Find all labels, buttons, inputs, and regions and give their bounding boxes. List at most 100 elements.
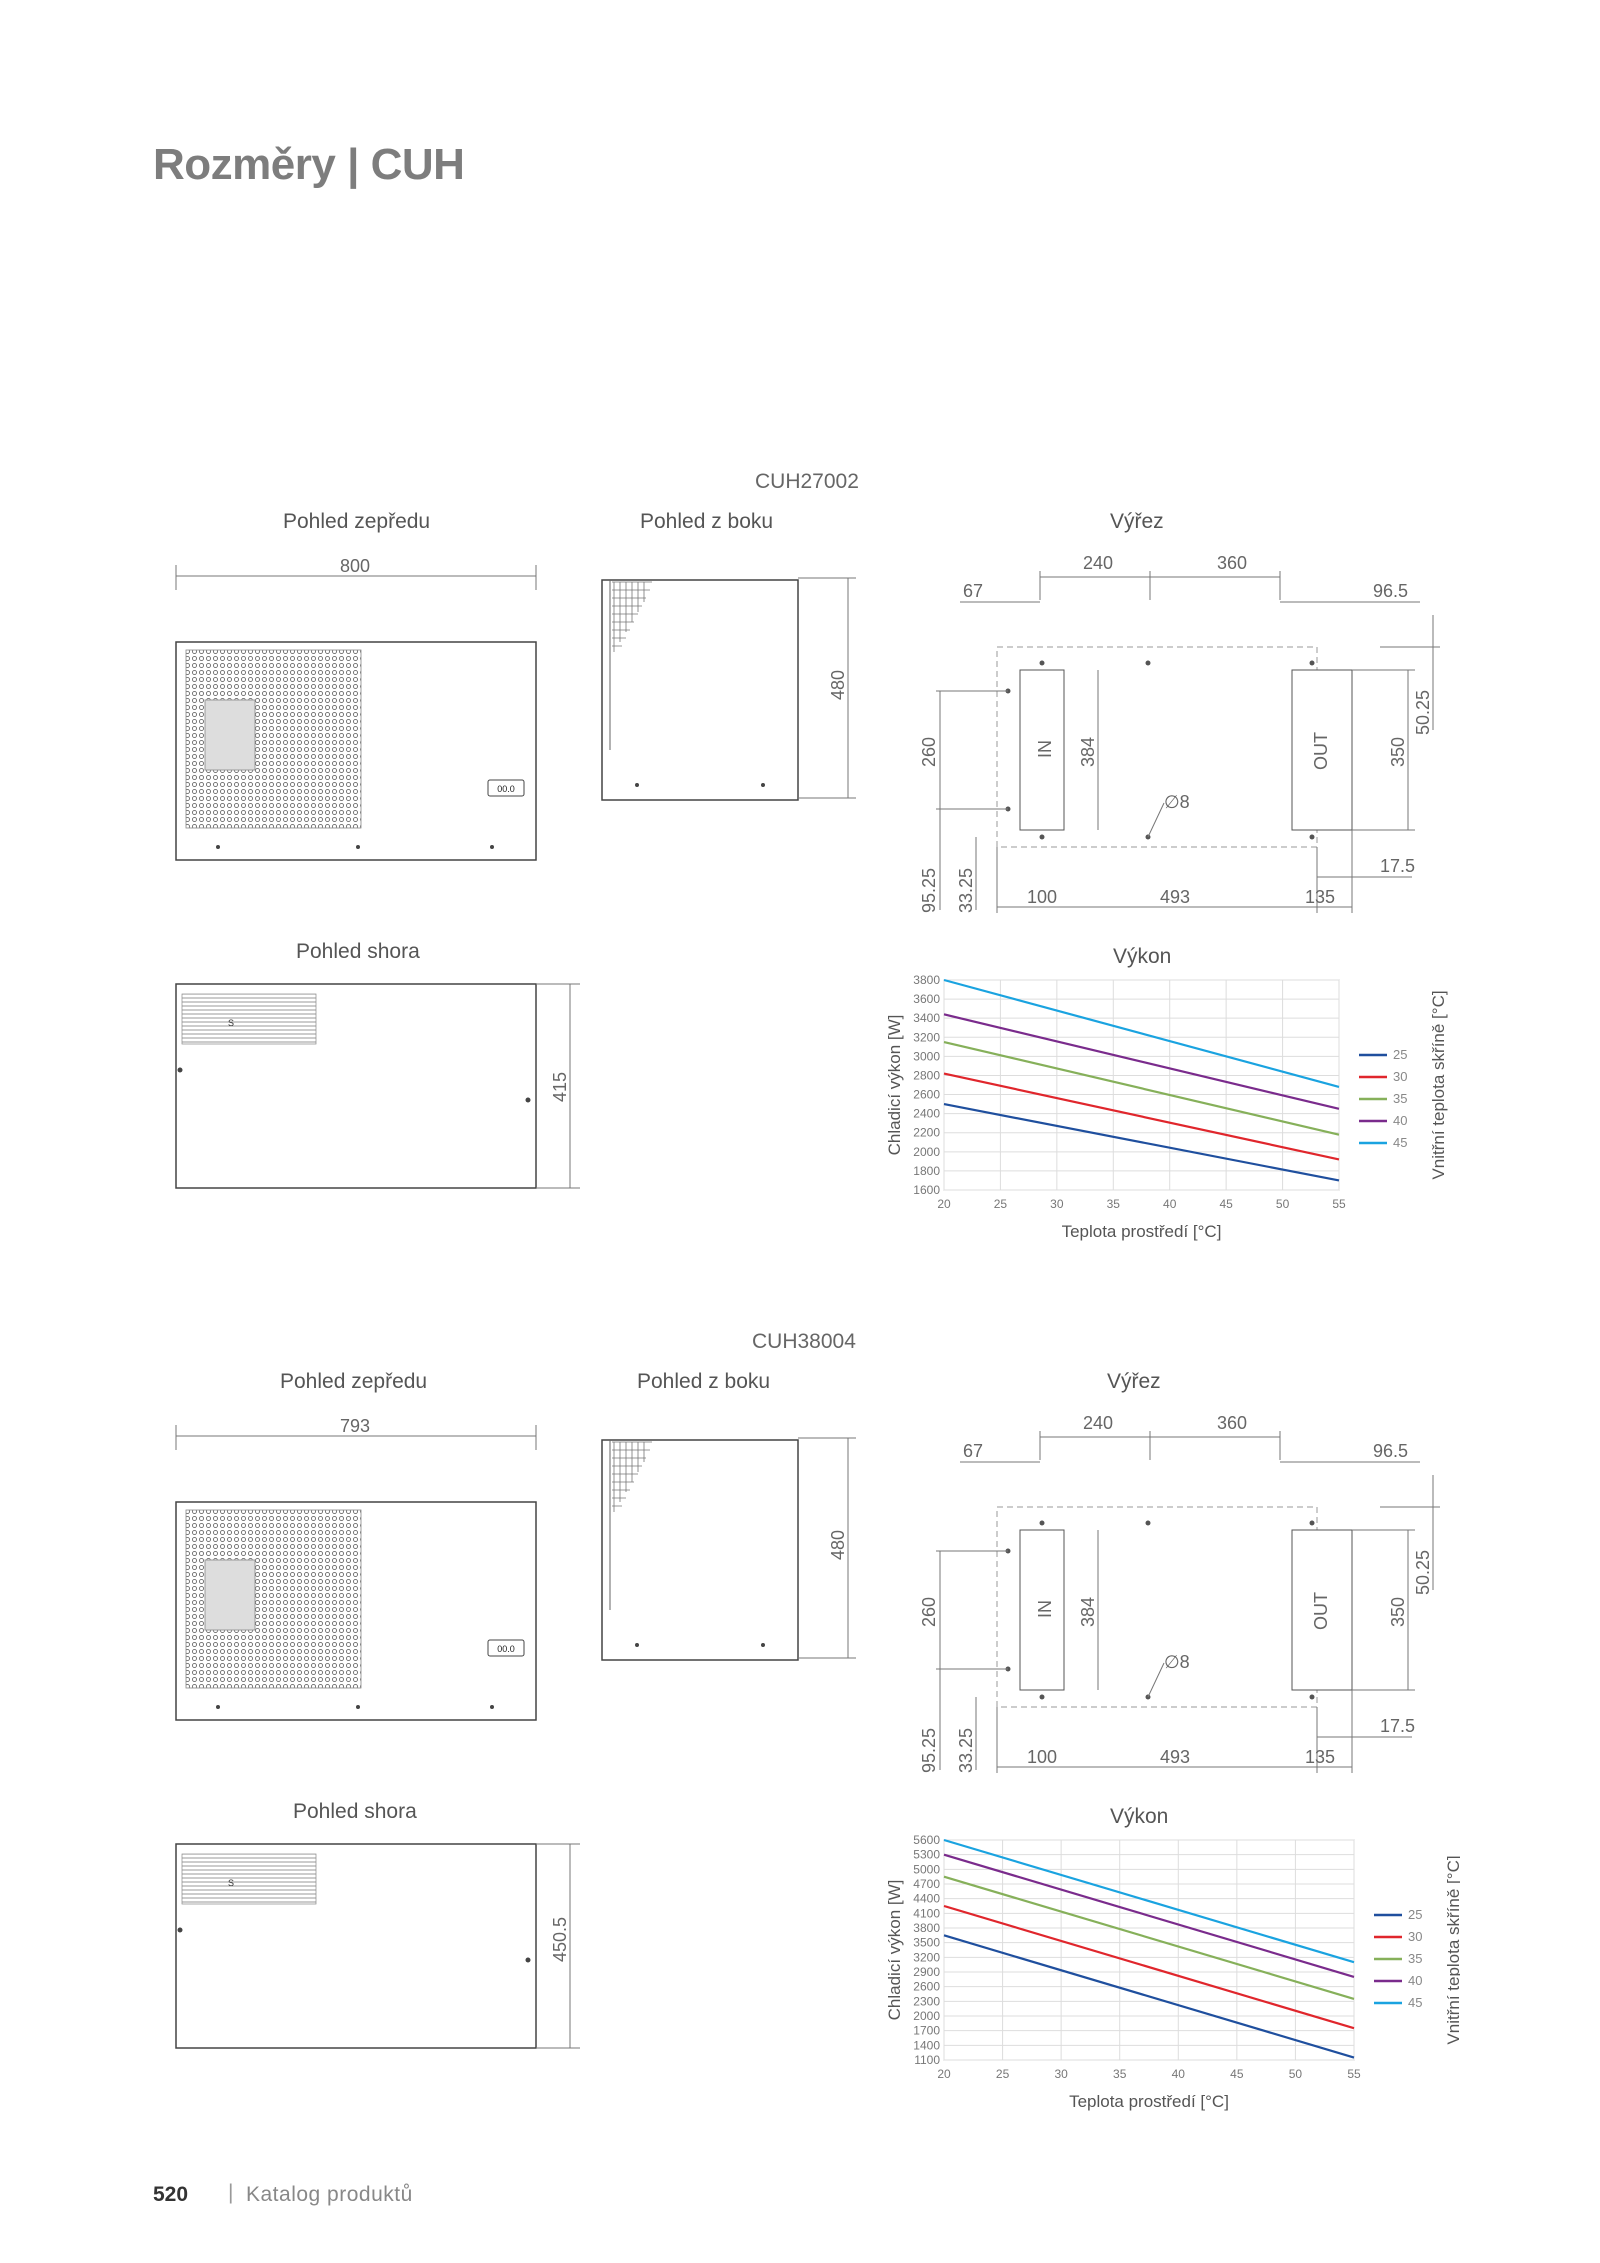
footer-text: Katalog produktů — [246, 2183, 413, 2206]
front-view-drawing: 793 00.0 — [175, 1416, 537, 1721]
cutout-dim-96-5: 96.5 — [1373, 1441, 1408, 1461]
front-view-label: Pohled zepředu — [280, 1370, 428, 1393]
cutout-dim-67: 67 — [963, 581, 983, 601]
y-tick-label: 2000 — [913, 2009, 940, 2023]
legend-entry-45: 45 — [1408, 1995, 1422, 2010]
performance-chart: 1600 1800 2000 2200 2400 2600 2800 3000 3200 3400… — [885, 973, 1448, 1241]
in-label: IN — [1035, 1600, 1055, 1618]
y-tick-label: 3500 — [913, 1936, 940, 1950]
cutout-dim-17-5: 17.5 — [1380, 856, 1415, 876]
y-tick-label: 4400 — [913, 1892, 940, 1906]
series-line-40 — [943, 1853, 1355, 1978]
cutout-dim-17-5: 17.5 — [1380, 1716, 1415, 1736]
cutout-dim-135: 135 — [1305, 1747, 1335, 1767]
out-label: OUT — [1311, 1592, 1331, 1630]
cutout-dim-260: 260 — [919, 737, 939, 767]
legend-entry-30: 30 — [1408, 1929, 1422, 1944]
side-view-drawing: 480 — [601, 577, 856, 801]
y-tick-label: 1400 — [913, 2038, 940, 2052]
section-cuh27002: CUH27002 Pohled zepředu Pohled z boku Vý… — [0, 0, 1600, 1241]
y-axis-label: Chladicí výkon [W] — [885, 1015, 904, 1156]
y-tick-label: 1600 — [913, 1183, 940, 1197]
footer-separator: | — [228, 2181, 234, 2204]
x-tick-label: 55 — [1347, 2067, 1361, 2081]
cutout-drawing: 240 360 67 96.5 IN OUT ∅8 260 384 350 — [919, 553, 1440, 913]
series-line-30 — [943, 1072, 1340, 1161]
x-axis-label: Teplota prostředí [°C] — [1062, 1222, 1222, 1241]
plot-area — [943, 1839, 1355, 2061]
y-tick-label: 2200 — [913, 1126, 940, 1140]
y-tick-label: 2600 — [913, 1980, 940, 1994]
top-depth-dim: 415 — [550, 1072, 570, 1102]
display-readout: 00.0 — [497, 784, 515, 794]
x-tick-label: 50 — [1276, 1197, 1290, 1211]
cutout-dim-33-25: 33.25 — [956, 1728, 976, 1773]
cutout-dim-260: 260 — [919, 1597, 939, 1627]
side-height-dim: 480 — [828, 1530, 848, 1560]
cutout-drawing: 240 360 67 96.5 IN OUT ∅8 260 384 350 — [919, 1413, 1440, 1773]
y-tick-label: 2400 — [913, 1107, 940, 1121]
x-tick-label: 30 — [1054, 2067, 1068, 2081]
cutout-dim-95-25: 95.25 — [919, 1728, 939, 1773]
y-tick-label: 5600 — [913, 1833, 940, 1847]
side-view-label: Pohled z boku — [637, 1370, 771, 1393]
cutout-dim-135: 135 — [1305, 887, 1335, 907]
x-tick-label: 45 — [1230, 2067, 1244, 2081]
x-tick-label: 40 — [1172, 2067, 1186, 2081]
front-view-label: Pohled zepředu — [283, 510, 431, 533]
in-label: IN — [1035, 740, 1055, 758]
cutout-dim-350: 350 — [1388, 737, 1408, 767]
x-tick-label: 35 — [1113, 2067, 1127, 2081]
model-name: CUH27002 — [755, 470, 859, 493]
y-tick-label: 2800 — [913, 1068, 940, 1082]
y-tick-label: 5300 — [913, 1848, 940, 1862]
y-tick-label: 4700 — [913, 1877, 940, 1891]
y-tick-label: 2300 — [913, 1994, 940, 2008]
y-tick-label: 4100 — [913, 1906, 940, 1920]
top-view-drawing: S 450.5 — [175, 1843, 580, 2049]
x-tick-label: 20 — [937, 1197, 951, 1211]
out-label: OUT — [1311, 732, 1331, 770]
display-readout: 00.0 — [497, 1644, 515, 1654]
x-tick-label: 30 — [1050, 1197, 1064, 1211]
side-height-dim: 480 — [828, 670, 848, 700]
x-tick-label: 55 — [1332, 1197, 1346, 1211]
y-tick-label: 3800 — [913, 1921, 940, 1935]
top-depth-dim: 450.5 — [550, 1917, 570, 1962]
s-mark: S — [228, 1018, 234, 1028]
cutout-dim-384: 384 — [1078, 737, 1098, 767]
performance-label: Výkon — [1110, 1805, 1169, 1828]
s-mark: S — [228, 1878, 234, 1888]
cutout-dim-33-25: 33.25 — [956, 868, 976, 913]
y-tick-label: 5000 — [913, 1862, 940, 1876]
cutout-dim-50-25: 50.25 — [1413, 690, 1433, 735]
y-tick-label: 3800 — [913, 973, 940, 987]
series-line-25 — [943, 1934, 1355, 2059]
top-view-drawing: S 415 — [175, 983, 580, 1189]
legend-title: Vnitřní teplota skříně [°C] — [1429, 990, 1448, 1179]
cutout-view-label: Výřez — [1107, 1370, 1161, 1393]
cutout-dim-95-25: 95.25 — [919, 868, 939, 913]
side-view-drawing: 480 — [601, 1437, 856, 1661]
y-tick-label: 1800 — [913, 1164, 940, 1178]
y-tick-label: 2600 — [913, 1088, 940, 1102]
x-tick-label: 20 — [937, 2067, 951, 2081]
series-line-45 — [943, 978, 1340, 1088]
cutout-dim-50-25: 50.25 — [1413, 1550, 1433, 1595]
legend-entry-35: 35 — [1408, 1951, 1422, 1966]
y-axis-label: Chladicí výkon [W] — [885, 1880, 904, 2021]
x-tick-label: 35 — [1107, 1197, 1121, 1211]
x-tick-label: 25 — [996, 2067, 1010, 2081]
model-name: CUH38004 — [752, 1330, 856, 1353]
legend-title: Vnitřní teplota skříně [°C] — [1444, 1855, 1460, 2044]
legend-entry-40: 40 — [1408, 1973, 1422, 1988]
x-tick-label: 45 — [1219, 1197, 1233, 1211]
y-tick-label: 1100 — [914, 2053, 940, 2067]
top-view-label: Pohled shora — [293, 1800, 417, 1823]
top-view-label: Pohled shora — [296, 940, 420, 963]
legend-entry-40: 40 — [1393, 1113, 1407, 1128]
front-view-drawing: 800 00.0 — [175, 556, 537, 861]
legend-entry-30: 30 — [1393, 1069, 1407, 1084]
cutout-dim-384: 384 — [1078, 1597, 1098, 1627]
cutout-dim-100: 100 — [1027, 1747, 1057, 1767]
